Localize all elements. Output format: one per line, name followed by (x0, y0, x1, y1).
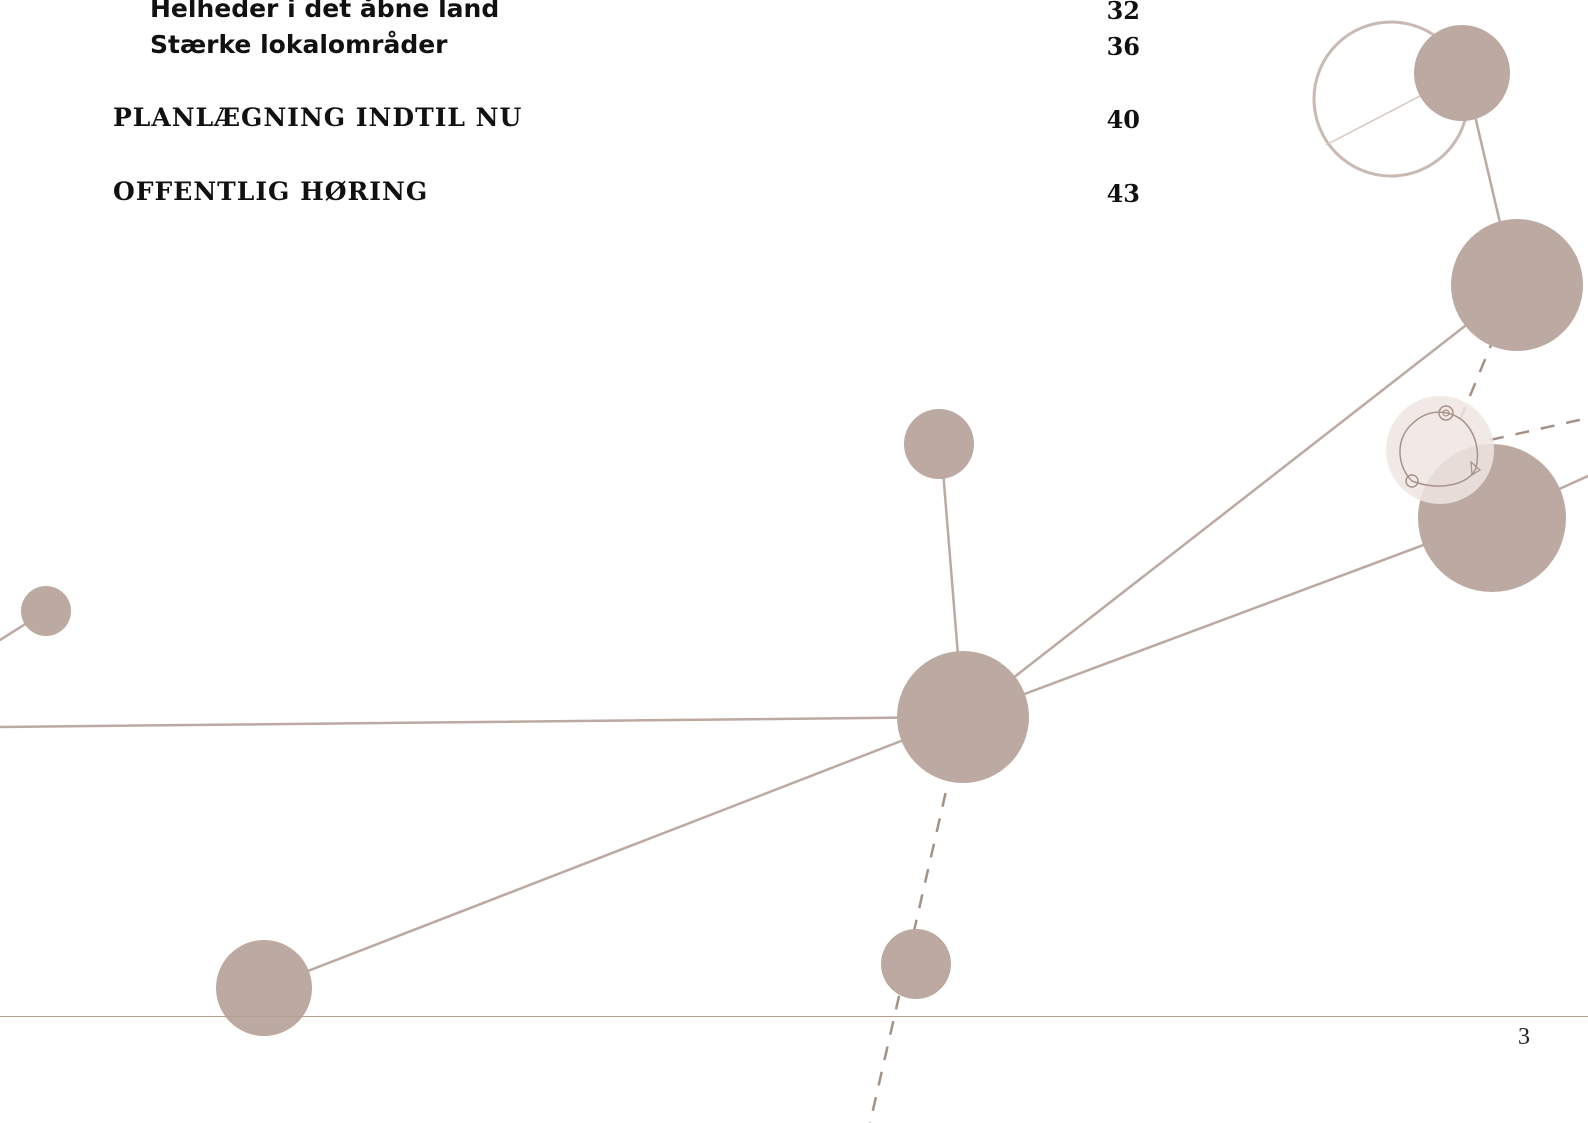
toc-section-heading: PLANLÆGNING INDTIL NU (113, 103, 523, 132)
toc-section-heading: OFFENTLIG HØRING (113, 177, 429, 206)
footer-divider (0, 1016, 1588, 1017)
toc-entry-planlaegning-indtil-nu[interactable]: PLANLÆGNING INDTIL NU 40 (0, 103, 1140, 143)
line-hub-to-bottom-left-node (262, 715, 965, 990)
line-hub-to-right-lower-node (961, 517, 1495, 719)
toc-entry-offentlig-hoering[interactable]: OFFENTLIG HØRING 43 (0, 177, 1140, 217)
node-small-left (21, 586, 71, 636)
node-hub (897, 651, 1029, 783)
toc-entry-helheder[interactable]: Helheder i det åbne land 32 (0, 0, 1140, 34)
table-of-contents: Helheder i det åbne land 32 Stærke lokal… (0, 0, 1588, 260)
dashed-lines (868, 286, 1588, 1123)
line-left-horizontal (0, 715, 965, 729)
node-bottom-middle (881, 929, 951, 999)
toc-entry-page-number: 43 (1106, 179, 1140, 208)
node-top-right (1414, 25, 1510, 121)
node-right-upper (1451, 219, 1583, 351)
ghost-node-with-sketch (1386, 396, 1494, 504)
toc-entry-staerke-lokalomraader[interactable]: Stærke lokalområder 36 (0, 30, 1140, 70)
toc-entry-label: Stærke lokalområder (150, 30, 448, 59)
ring-inner-line (1325, 95, 1421, 146)
toc-entry-page-number: 32 (1106, 0, 1140, 25)
node-bottom-left (216, 940, 312, 1036)
toc-entry-label: Helheder i det åbne land (150, 0, 500, 23)
page-number: 3 (1518, 1024, 1530, 1050)
dashed-line-bottom (868, 716, 965, 1123)
dashed-line-right-horizontal (1489, 416, 1588, 442)
node-top (904, 409, 974, 479)
line-hub-to-right-upper-node (961, 285, 1517, 719)
toc-entry-page-number: 36 (1106, 32, 1140, 61)
toc-entry-page-number: 40 (1106, 105, 1140, 134)
nodes (21, 25, 1583, 1036)
